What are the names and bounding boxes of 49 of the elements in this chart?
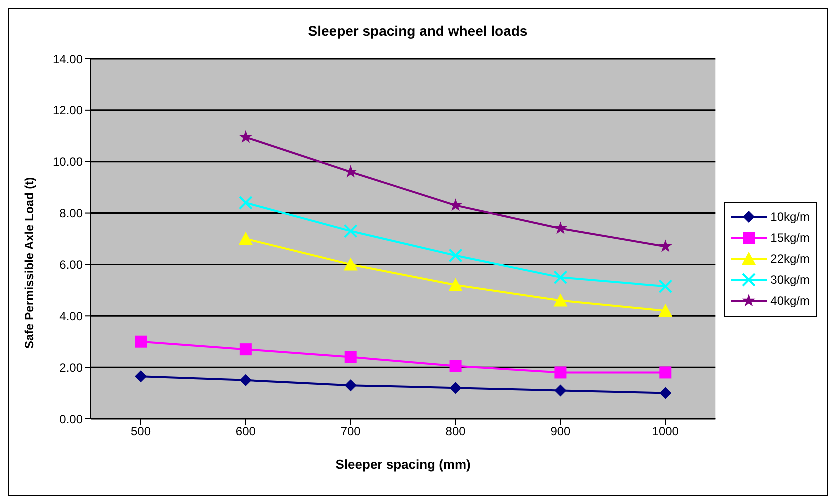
point (238, 196, 253, 210)
point (135, 370, 147, 383)
point (554, 270, 568, 285)
point (554, 294, 568, 307)
point (658, 280, 673, 294)
legend-label: 15kg/m (770, 231, 810, 245)
point (238, 232, 253, 245)
y-tick-label: 10.00 (52, 155, 84, 170)
legend-label: 30kg/m (770, 273, 810, 287)
point (448, 248, 463, 263)
x-axis-title: Sleeper spacing (mm) (336, 457, 471, 472)
point (240, 344, 252, 356)
chart-title: Sleeper spacing and wheel loads (307, 23, 529, 39)
point (344, 380, 357, 392)
legend-label: 10kg/m (770, 210, 810, 224)
point (448, 278, 463, 292)
point (554, 384, 567, 397)
point (450, 360, 462, 372)
x-tick-label: 800 (446, 424, 466, 439)
y-tick-label: 12.00 (52, 104, 84, 118)
x-tick-label: 1000 (652, 424, 680, 439)
point (240, 374, 252, 386)
x-tick-label: 900 (550, 424, 572, 439)
y-tick-label: 4.00 (60, 309, 84, 324)
y-tick-label: 6.00 (60, 258, 84, 272)
point (658, 240, 672, 252)
y-tick-label: 8.00 (60, 206, 84, 221)
point (449, 198, 462, 212)
point (344, 351, 357, 364)
point (660, 387, 672, 400)
x-tick-label: 700 (340, 424, 362, 439)
point (344, 258, 358, 271)
x-tick-label: 500 (130, 424, 152, 439)
point (344, 165, 358, 178)
y-tick-label: 14.00 (52, 52, 84, 66)
y-tick-label: 0.00 (60, 412, 84, 426)
point (344, 224, 358, 238)
legend-label: 40kg/m (770, 294, 810, 308)
y-tick-label: 2.00 (60, 360, 84, 375)
y-axis-title: Safe Permissible Axle Load (t) (22, 177, 36, 349)
point (239, 130, 253, 144)
point (450, 382, 462, 394)
point (554, 222, 568, 234)
point (135, 336, 147, 348)
x-tick-label: 600 (236, 424, 256, 439)
point (660, 366, 672, 379)
legend-label: 22kg/m (770, 252, 810, 266)
point (554, 366, 567, 379)
point (658, 304, 673, 317)
